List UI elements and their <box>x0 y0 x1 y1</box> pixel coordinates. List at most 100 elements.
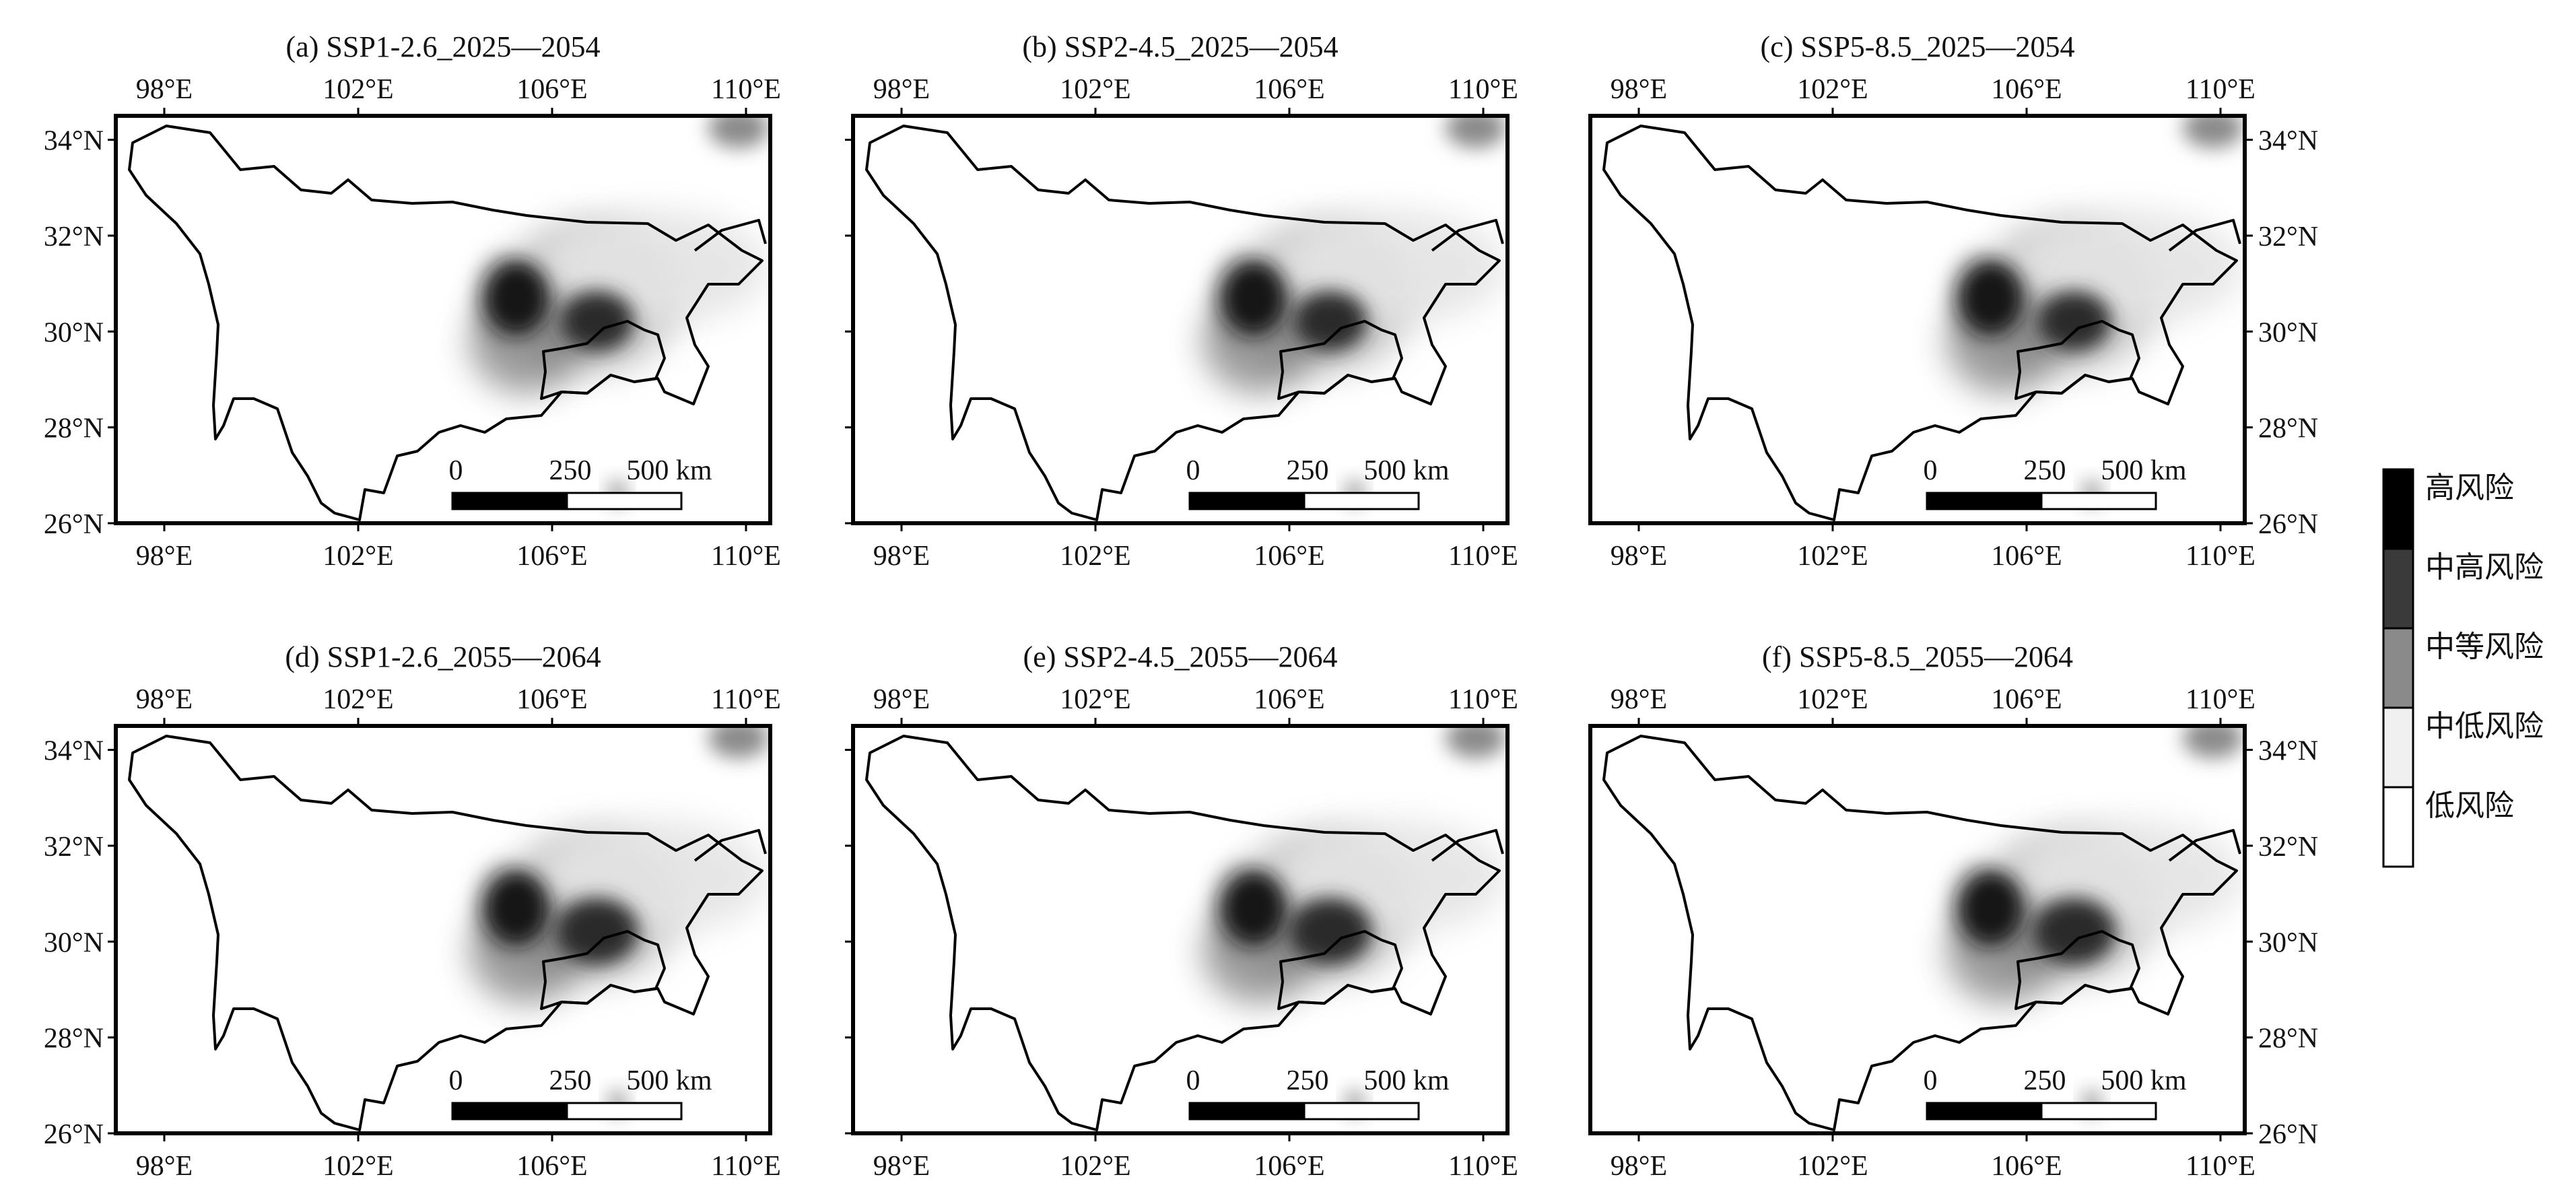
legend-swatch-4 <box>2382 786 2414 868</box>
scale-bar-white <box>1303 492 1420 510</box>
scale-label-0: 0 <box>1924 1065 1938 1096</box>
scale-label-250: 250 <box>1287 1065 1329 1096</box>
province-outlines <box>128 125 767 521</box>
lon-tick-label-top: 102°E <box>1797 74 1868 105</box>
hotspot-northeast <box>2183 726 2243 758</box>
map-panel-e: (e) SSP2-4.5_2055—2064 98°E 98°E 102°E 102°E… <box>845 640 1518 1182</box>
chongqing-boundary <box>540 930 666 1010</box>
province-outlines <box>865 735 1504 1131</box>
hotspot-midhigh <box>560 291 634 352</box>
scale-bar: 0 250 500 km <box>1924 455 2187 510</box>
scale-label-0: 0 <box>1924 455 1938 486</box>
hotspot-northeast <box>708 726 769 758</box>
neighbor-boundary <box>2168 219 2241 252</box>
neighbor-boundary <box>1431 829 1504 862</box>
lon-tick-label-top: 98°E <box>873 684 930 715</box>
lon-tick-label-top: 106°E <box>1254 684 1324 715</box>
lon-tick-label-top: 110°E <box>1448 684 1518 715</box>
hotspot-midhigh <box>2033 898 2116 965</box>
lon-tick-label-bottom: 102°E <box>1060 1151 1130 1182</box>
lat-tick-label-right: 32°N <box>2258 222 2318 253</box>
scale-label-250: 250 <box>549 455 592 486</box>
scale-bar: 0 250 500 km <box>449 1065 712 1121</box>
lon-tick-label-bottom: 110°E <box>1448 541 1518 572</box>
hotspot-high <box>1221 871 1286 945</box>
legend-swatch-0 <box>2382 468 2414 550</box>
lon-tick-label-top: 102°E <box>1060 684 1130 715</box>
map-panels: (a) SSP1-2.6_2025—2054 98°E 98°E 102°E 102°E… <box>44 30 2318 1182</box>
scale-bar: 0 250 500 km <box>1924 1065 2187 1121</box>
lat-tick-label-left: 32°N <box>44 222 104 253</box>
lon-tick-label-top: 106°E <box>1254 74 1324 105</box>
lon-tick-label-top: 98°E <box>1611 74 1667 105</box>
lon-tick-label-top: 98°E <box>873 74 930 105</box>
lon-tick-label-top: 106°E <box>1991 684 2062 715</box>
hotspot-northeast <box>1446 726 1506 758</box>
map-frame <box>1588 114 2247 525</box>
lat-tick-label-left: 30°N <box>44 927 104 958</box>
lat-tick-label-left: 26°N <box>44 1119 104 1150</box>
province-outlines <box>1602 735 2241 1131</box>
map-frame <box>114 114 772 525</box>
map-frame <box>1588 724 2247 1135</box>
neighbor-boundary <box>693 219 767 252</box>
scale-bar-white <box>566 1102 683 1121</box>
map-panel-c: (c) SSP5-8.5_2025—2054 98°E 98°E 102°E 102°E… <box>1588 30 2318 572</box>
scale-bar-black <box>451 492 568 510</box>
legend-label-2: 中等风险 <box>2425 630 2544 664</box>
lon-tick-label-bottom: 98°E <box>136 541 193 572</box>
lon-tick-label-bottom: 110°E <box>1448 1151 1518 1182</box>
hotspot-high <box>1959 261 2023 335</box>
scale-bar-black <box>1188 492 1306 510</box>
lat-tick-label-left: 28°N <box>44 413 104 444</box>
neighbor-boundary <box>2168 829 2241 862</box>
scale-label-500: 500 km <box>1363 455 1450 486</box>
scale-label-0: 0 <box>449 455 463 486</box>
province-outlines <box>865 125 1504 521</box>
neighbor-boundary <box>693 829 767 862</box>
lon-tick-label-top: 98°E <box>136 74 193 105</box>
scale-label-0: 0 <box>1186 455 1200 486</box>
lon-tick-label-bottom: 106°E <box>1254 1151 1324 1182</box>
lon-tick-label-bottom: 102°E <box>323 541 393 572</box>
scale-label-250: 250 <box>2024 455 2066 486</box>
panel-title: (f) SSP5-8.5_2055—2064 <box>1762 640 2073 673</box>
hotspot-midhigh <box>555 898 639 965</box>
lon-tick-label-bottom: 102°E <box>323 1151 393 1182</box>
legend-label-3: 中低风险 <box>2425 709 2544 743</box>
lon-tick-label-bottom: 106°E <box>516 541 587 572</box>
lat-tick-label-right: 34°N <box>2258 736 2318 767</box>
lon-tick-label-bottom: 98°E <box>873 541 930 572</box>
lon-tick-label-bottom: 102°E <box>1797 1151 1868 1182</box>
risk-hotspots <box>1202 726 1506 1116</box>
lon-tick-label-bottom: 110°E <box>2185 541 2256 572</box>
scale-bar: 0 250 500 km <box>1186 1065 1450 1121</box>
hotspot-northeast <box>1446 116 1506 148</box>
scale-bar-white <box>1303 1102 1420 1121</box>
lon-tick-label-bottom: 102°E <box>1797 541 1868 572</box>
map-panel-d: (d) SSP1-2.6_2055—2064 98°E 98°E 102°E 102°E… <box>44 640 781 1182</box>
hotspot-midhigh <box>1293 291 1367 352</box>
legend-label-4: 低风险 <box>2425 789 2514 823</box>
chongqing-boundary <box>1277 930 1403 1010</box>
chongqing-boundary <box>1277 320 1403 400</box>
scale-bar: 0 250 500 km <box>449 455 712 510</box>
legend-swatch-3 <box>2382 706 2414 789</box>
panel-title: (c) SSP5-8.5_2025—2054 <box>1761 30 2075 63</box>
lon-tick-label-top: 110°E <box>711 74 781 105</box>
lat-tick-label-left: 34°N <box>44 736 104 767</box>
scale-label-500: 500 km <box>626 1065 712 1096</box>
scale-label-0: 0 <box>1186 1065 1200 1096</box>
scale-label-250: 250 <box>549 1065 592 1096</box>
scale-label-0: 0 <box>449 1065 463 1096</box>
scale-label-250: 250 <box>1287 455 1329 486</box>
hotspot-high <box>484 871 549 945</box>
province-outlines <box>128 735 767 1131</box>
scale-label-500: 500 km <box>2101 455 2187 486</box>
scale-bar-white <box>2040 492 2157 510</box>
lon-tick-label-bottom: 98°E <box>873 1151 930 1182</box>
lon-tick-label-top: 106°E <box>516 74 587 105</box>
chongqing-boundary <box>2014 320 2140 400</box>
lon-tick-label-top: 106°E <box>1991 74 2062 105</box>
